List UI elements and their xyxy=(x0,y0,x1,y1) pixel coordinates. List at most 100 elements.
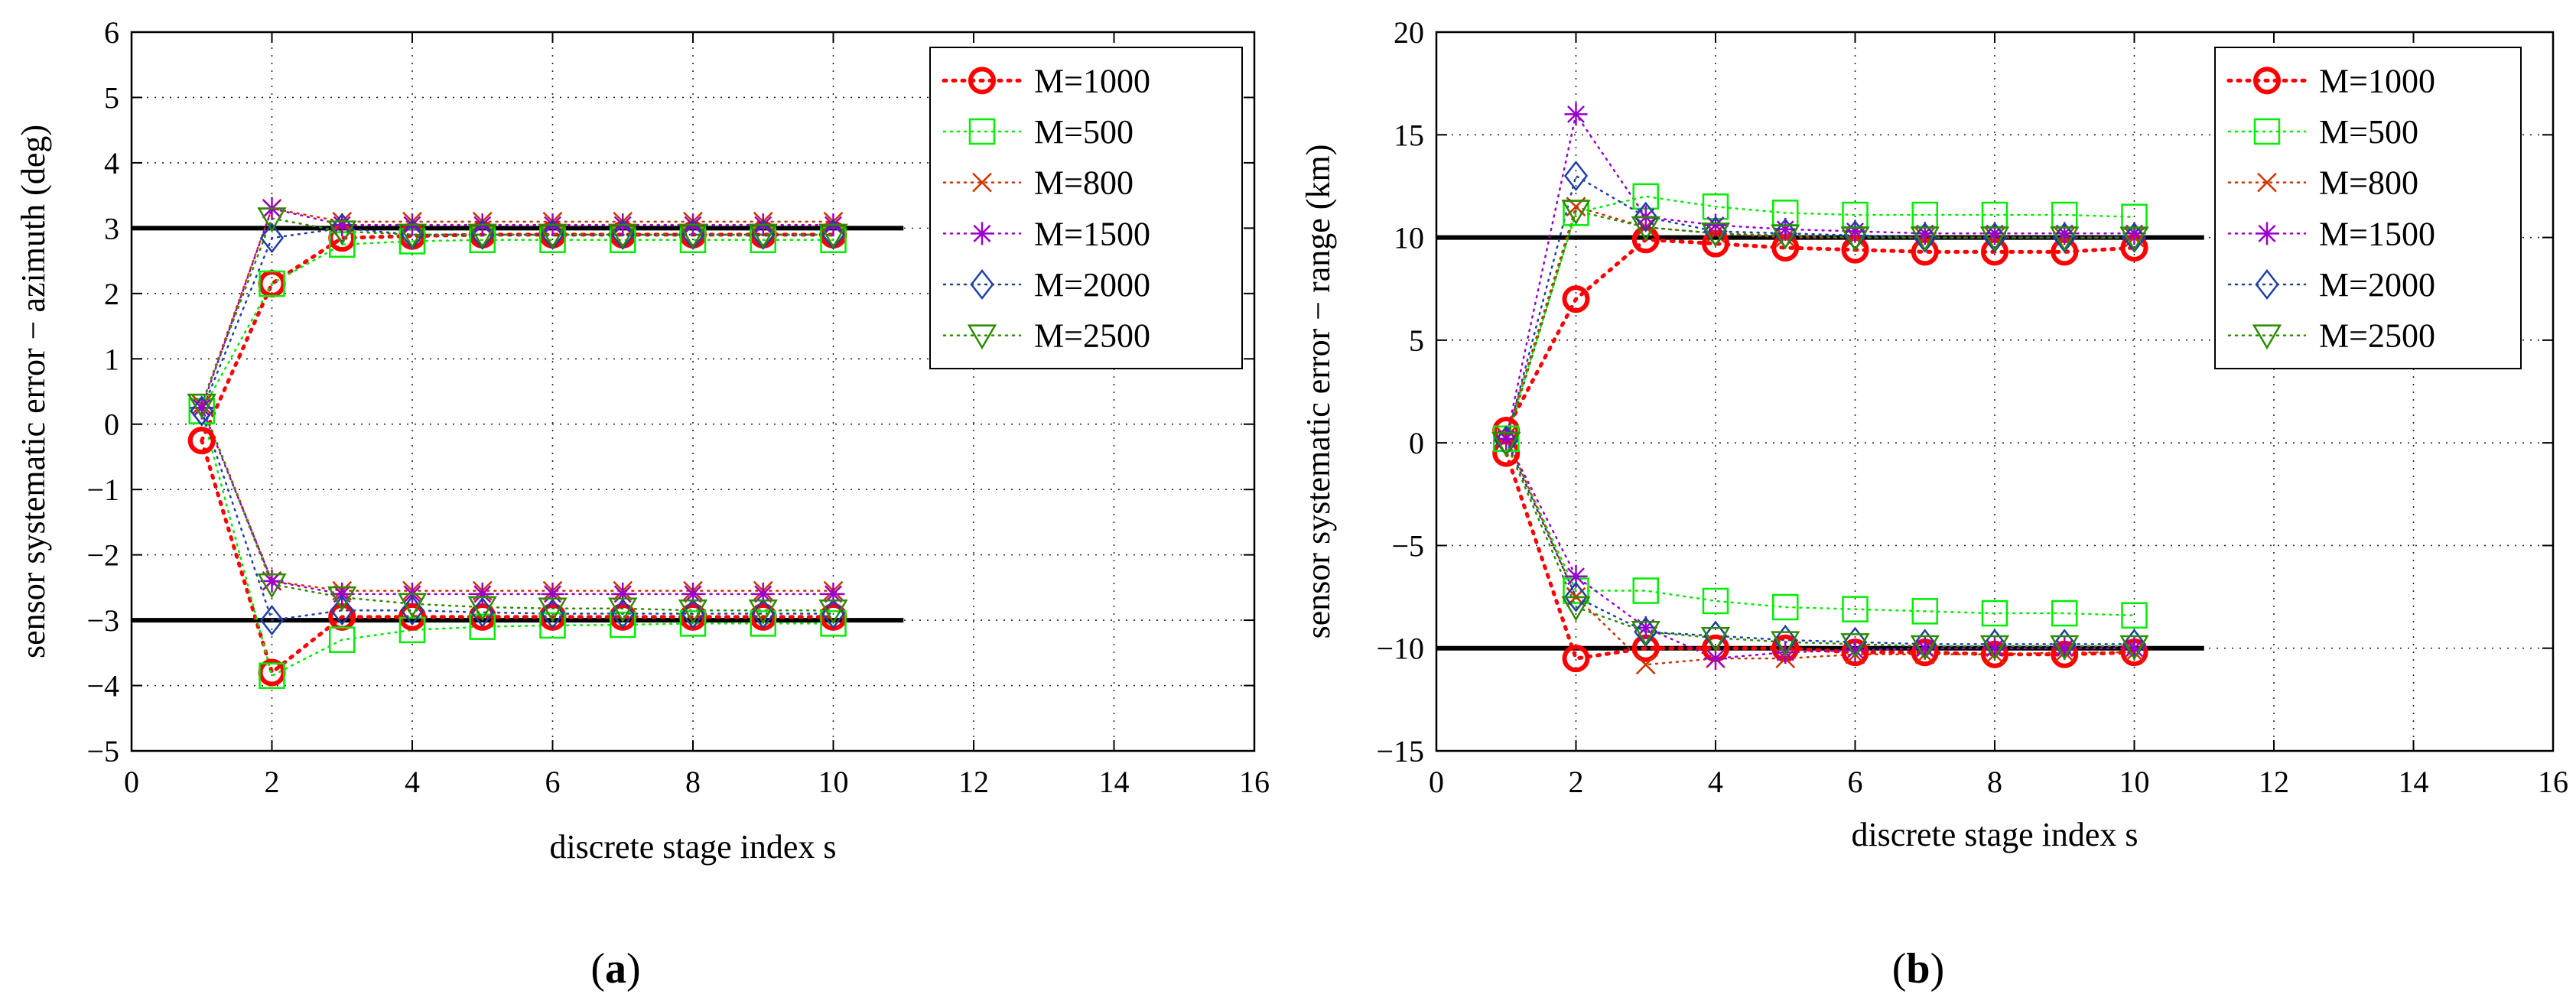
legend-marker-M=2500 xyxy=(967,324,997,350)
data-point-M=500-lower-2 xyxy=(259,662,285,689)
legend-label-M=1000: M=1000 xyxy=(1034,62,1150,99)
legend-label-M=1500: M=1500 xyxy=(1034,215,1150,252)
data-point-M=2500-lower-4 xyxy=(1700,627,1731,652)
data-point-M=1500-lower-2 xyxy=(260,569,284,593)
data-point-M=2500-lower-1 xyxy=(1491,431,1521,457)
x-tick-label: 2 xyxy=(265,765,280,799)
data-point-M=500-lower-3 xyxy=(329,626,356,653)
data-point-M=1500-lower-7 xyxy=(1913,636,1937,660)
data-point-M=2500-lower-6 xyxy=(538,597,568,623)
x-axis-label: discrete stage index s xyxy=(1851,816,2138,853)
legend-marker-M=1500 xyxy=(2256,222,2278,245)
caption-paren: ( xyxy=(1892,945,1907,993)
data-point-M=2000-lower-3 xyxy=(330,595,354,626)
data-point-M=1500-lower-4 xyxy=(1704,647,1727,671)
data-point-M=1500-lower-8 xyxy=(1983,636,2006,660)
data-point-M=2500-lower-6 xyxy=(1840,633,1870,658)
data-point-M=1500-lower-2 xyxy=(1564,564,1588,588)
series-line-M=1500-upper xyxy=(200,207,834,409)
legend: M=1000 M=500 M=800 M=1500 M=2000 M=2500 xyxy=(2214,47,2522,369)
x-tick-label: 8 xyxy=(1987,765,2002,799)
data-point-M=2500-lower-8 xyxy=(678,599,708,625)
data-point-M=1500-upper-8 xyxy=(1983,222,2006,245)
data-point-M=2500-lower-3 xyxy=(327,586,357,612)
series-line-M=2500-upper xyxy=(1505,210,2135,444)
series-line-M=500-upper xyxy=(200,239,834,412)
data-point-M=1500-lower-6 xyxy=(1843,638,1867,662)
data-point-M=2500-upper-7 xyxy=(1910,226,1940,252)
series-line-M=2000-upper xyxy=(1505,174,2135,442)
y-tick-label: 15 xyxy=(1394,118,1424,152)
chart-b: 0 2 4 6 8 10 12 14 16 −15 −10 −5 0 5 10 15 20 discrete st… xyxy=(1299,15,2568,993)
data-point-M=1000-upper-2 xyxy=(1562,285,1590,314)
data-point-M=2500-lower-5 xyxy=(1771,631,1800,657)
x-tick-label: 0 xyxy=(1429,765,1444,799)
data-point-M=1500-upper-4 xyxy=(1704,213,1727,237)
series-line-M=800-upper xyxy=(1505,205,2135,438)
series-line-M=1500-lower xyxy=(1505,437,2135,660)
y-tick-label: 10 xyxy=(1394,221,1424,255)
data-point-M=2500-lower-7 xyxy=(1910,635,1940,661)
data-point-M=2000-lower-2 xyxy=(259,605,285,636)
data-point-M=2500-upper-4 xyxy=(397,223,428,249)
x-tick-label: 14 xyxy=(1099,765,1130,799)
data-point-M=2500-lower-2 xyxy=(257,573,287,599)
data-point-M=2500-lower-5 xyxy=(467,596,497,622)
data-point-M=800-lower-3 xyxy=(1635,655,1656,675)
y-tick-label: 5 xyxy=(104,80,119,115)
data-point-M=1500-upper-6 xyxy=(1843,219,1867,243)
series-line-M=800-lower xyxy=(1505,435,2135,666)
legend-marker-M=500 xyxy=(968,118,996,145)
legend-box xyxy=(929,47,1243,369)
data-point-M=2500-upper-5 xyxy=(467,223,497,249)
series-line-M=2000-lower xyxy=(200,410,834,622)
series-line-M=1000-lower xyxy=(1504,451,2136,661)
x-tick-label: 0 xyxy=(124,765,139,799)
data-point-M=2500-upper-5 xyxy=(1771,224,1800,250)
x-tick-label: 4 xyxy=(405,765,420,799)
data-point-M=2000-upper-2 xyxy=(1563,160,1589,192)
legend-label-M=1500: M=1500 xyxy=(2319,215,2435,252)
data-point-M=1500-upper-5 xyxy=(1774,217,1797,241)
y-axis-label: sensor systematic error − range (km) xyxy=(1299,145,1337,639)
data-point-M=500-upper-2 xyxy=(259,270,285,297)
legend-label-M=2500: M=2500 xyxy=(2319,317,2435,355)
data-point-M=2500-upper-8 xyxy=(678,223,708,249)
legend-label-M=2000: M=2000 xyxy=(2319,266,2435,304)
data-point-M=1500-upper-3 xyxy=(330,213,354,237)
data-point-M=1500-lower-9 xyxy=(2053,636,2077,660)
data-point-M=1500-lower-5 xyxy=(470,582,494,606)
data-point-M=2500-upper-6 xyxy=(1840,226,1870,252)
legend-marker-M=1500 xyxy=(971,222,994,245)
data-point-M=500-lower-6 xyxy=(1842,596,1869,622)
data-point-M=2500-upper-7 xyxy=(608,223,638,249)
series-line-M=1000-lower xyxy=(200,438,835,676)
legend: M=1000 M=500 M=800 M=1500 M=2000 M=2500 xyxy=(929,47,1243,369)
data-point-M=500-lower-9 xyxy=(2051,599,2078,627)
legend-marker-M=800 xyxy=(2257,172,2277,193)
legend-label-M=2500: M=2500 xyxy=(1034,317,1150,355)
data-point-M=500-lower-8 xyxy=(679,610,707,637)
legend-marker-M=2000 xyxy=(970,268,994,301)
data-point-M=2000-lower-2 xyxy=(1563,581,1589,612)
data-point-M=1500-lower-7 xyxy=(611,582,635,606)
y-tick-label: −3 xyxy=(86,603,119,638)
caption-paren: ) xyxy=(626,945,641,993)
data-point-M=1500-lower-1 xyxy=(1495,427,1518,450)
x-tick-label: 12 xyxy=(958,765,989,799)
data-point-M=500-lower-10 xyxy=(820,610,847,637)
y-tick-label: 1 xyxy=(104,342,119,376)
legend-box xyxy=(2214,47,2522,369)
data-point-M=500-lower-7 xyxy=(610,611,636,638)
legend-marker-M=2000 xyxy=(2255,268,2279,301)
caption-paren: ) xyxy=(1930,945,1945,993)
y-tick-label: −1 xyxy=(86,473,119,507)
y-axis-label: sensor systematic error − azimuth (deg) xyxy=(15,125,52,658)
data-point-M=500-lower-8 xyxy=(1981,599,2008,627)
data-point-M=2500-lower-3 xyxy=(1631,620,1660,646)
data-point-M=2500-upper-3 xyxy=(1631,216,1660,242)
data-point-M=500-lower-9 xyxy=(750,610,776,637)
data-point-M=1000-lower-1 xyxy=(187,427,216,455)
y-tick-label: −15 xyxy=(1376,734,1424,768)
